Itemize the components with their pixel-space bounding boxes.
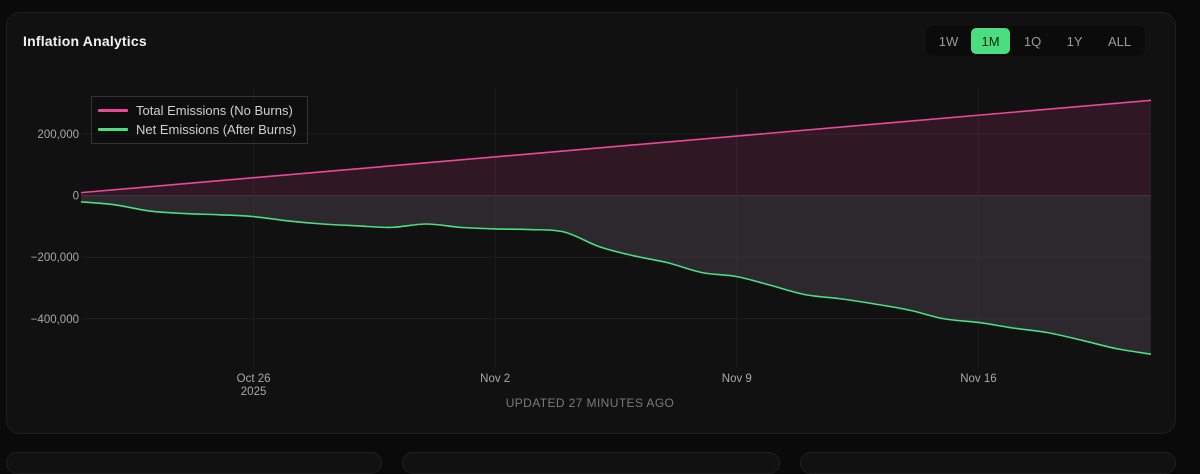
legend-label-total: Total Emissions (No Burns): [136, 103, 293, 118]
net-emissions-area: [81, 195, 1151, 355]
y-tick-label: 0: [73, 191, 79, 203]
x-tick-label: Nov 9: [722, 373, 752, 385]
legend-swatch-total: [98, 109, 128, 112]
range-button-1q[interactable]: 1Q: [1013, 28, 1052, 54]
net-emissions-line: [80, 201, 1152, 355]
x-tick-label: Nov 2: [480, 373, 510, 385]
y-tick-label: −200,000: [31, 252, 79, 264]
range-button-all[interactable]: ALL: [1097, 28, 1142, 54]
range-button-1w[interactable]: 1W: [929, 28, 968, 54]
chart-legend: Total Emissions (No Burns) Net Emissions…: [91, 96, 308, 144]
time-range-selector: 1W 1M 1Q 1Y ALL: [926, 26, 1145, 56]
total-emissions-line: [80, 99, 1152, 194]
next-card-stub-right: [800, 452, 1176, 474]
legend-swatch-net: [98, 128, 128, 131]
x-tick-label: Nov 16: [960, 373, 996, 385]
y-tick-label: −400,000: [31, 314, 79, 326]
legend-item-net[interactable]: Net Emissions (After Burns): [98, 120, 301, 139]
range-button-1y[interactable]: 1Y: [1055, 28, 1094, 54]
card-title: Inflation Analytics: [23, 33, 147, 49]
chart-lines: [80, 99, 1152, 355]
next-card-stub-left: [6, 452, 382, 474]
range-button-1m[interactable]: 1M: [971, 28, 1011, 54]
x-tick-label: Oct 26: [237, 373, 271, 385]
x-tick-sublabel: 2025: [241, 386, 267, 398]
legend-label-net: Net Emissions (After Burns): [136, 122, 297, 137]
next-card-stub-middle: [402, 452, 780, 474]
updated-status: UPDATED 27 MINUTES AGO: [505, 396, 675, 410]
y-tick-label: 200,000: [37, 129, 79, 141]
legend-item-total[interactable]: Total Emissions (No Burns): [98, 101, 301, 120]
